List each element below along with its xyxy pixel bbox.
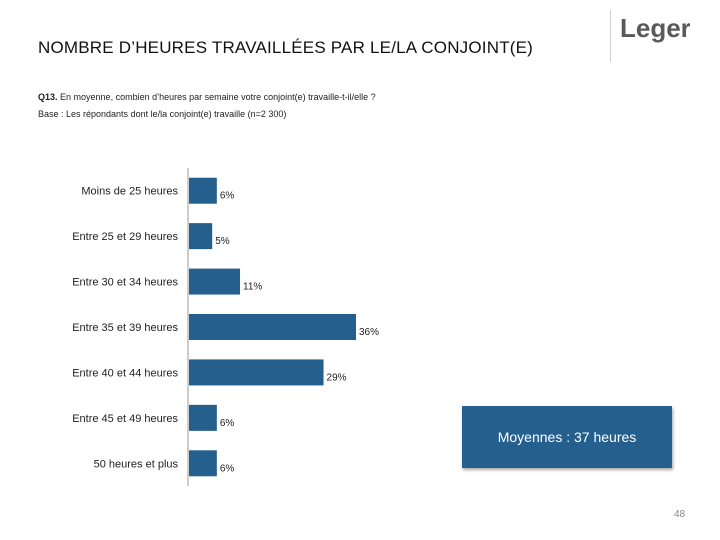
- value-label: 6%: [220, 191, 235, 202]
- bar: [189, 268, 241, 295]
- base-text: Base : Les répondants dont le/la conjoin…: [38, 109, 287, 119]
- leger-logo: Leger: [620, 13, 690, 43]
- value-label: 36%: [359, 327, 379, 338]
- category-label: 50 heures et plus: [94, 458, 179, 470]
- bar: [189, 359, 324, 386]
- category-label: Entre 40 et 44 heures: [72, 367, 178, 379]
- value-label: 11%: [243, 282, 262, 293]
- category-label: Entre 30 et 34 heures: [72, 277, 178, 289]
- average-box: Moyennes : 37 heures: [462, 406, 672, 468]
- value-label: 29%: [327, 372, 347, 383]
- bar: [189, 314, 356, 340]
- average-label: Moyennes : 37 heures: [497, 429, 637, 445]
- bar: [189, 404, 217, 431]
- value-label: 5%: [215, 236, 230, 247]
- bar: [189, 223, 213, 250]
- category-label: Entre 25 et 29 heures: [72, 231, 178, 243]
- category-label: Moins de 25 heures: [81, 186, 178, 198]
- question-text: Q13. En moyenne, combien d’heures par se…: [38, 92, 376, 102]
- category-label: Entre 45 et 49 heures: [72, 413, 178, 425]
- header-divider: [610, 10, 611, 62]
- category-label: Entre 35 et 39 heures: [72, 322, 178, 334]
- page-number: 48: [674, 509, 686, 520]
- bar: [189, 450, 217, 477]
- logo-text: Leger: [620, 13, 690, 43]
- page-title: NOMBRE D’HEURES TRAVAILLÉES PAR LE/LA CO…: [38, 38, 534, 57]
- question-body: En moyenne, combien d’heures par semaine…: [60, 92, 376, 102]
- value-label: 6%: [220, 463, 235, 474]
- bar: [189, 177, 217, 204]
- value-label: 6%: [220, 418, 235, 429]
- question-code: Q13.: [38, 92, 58, 102]
